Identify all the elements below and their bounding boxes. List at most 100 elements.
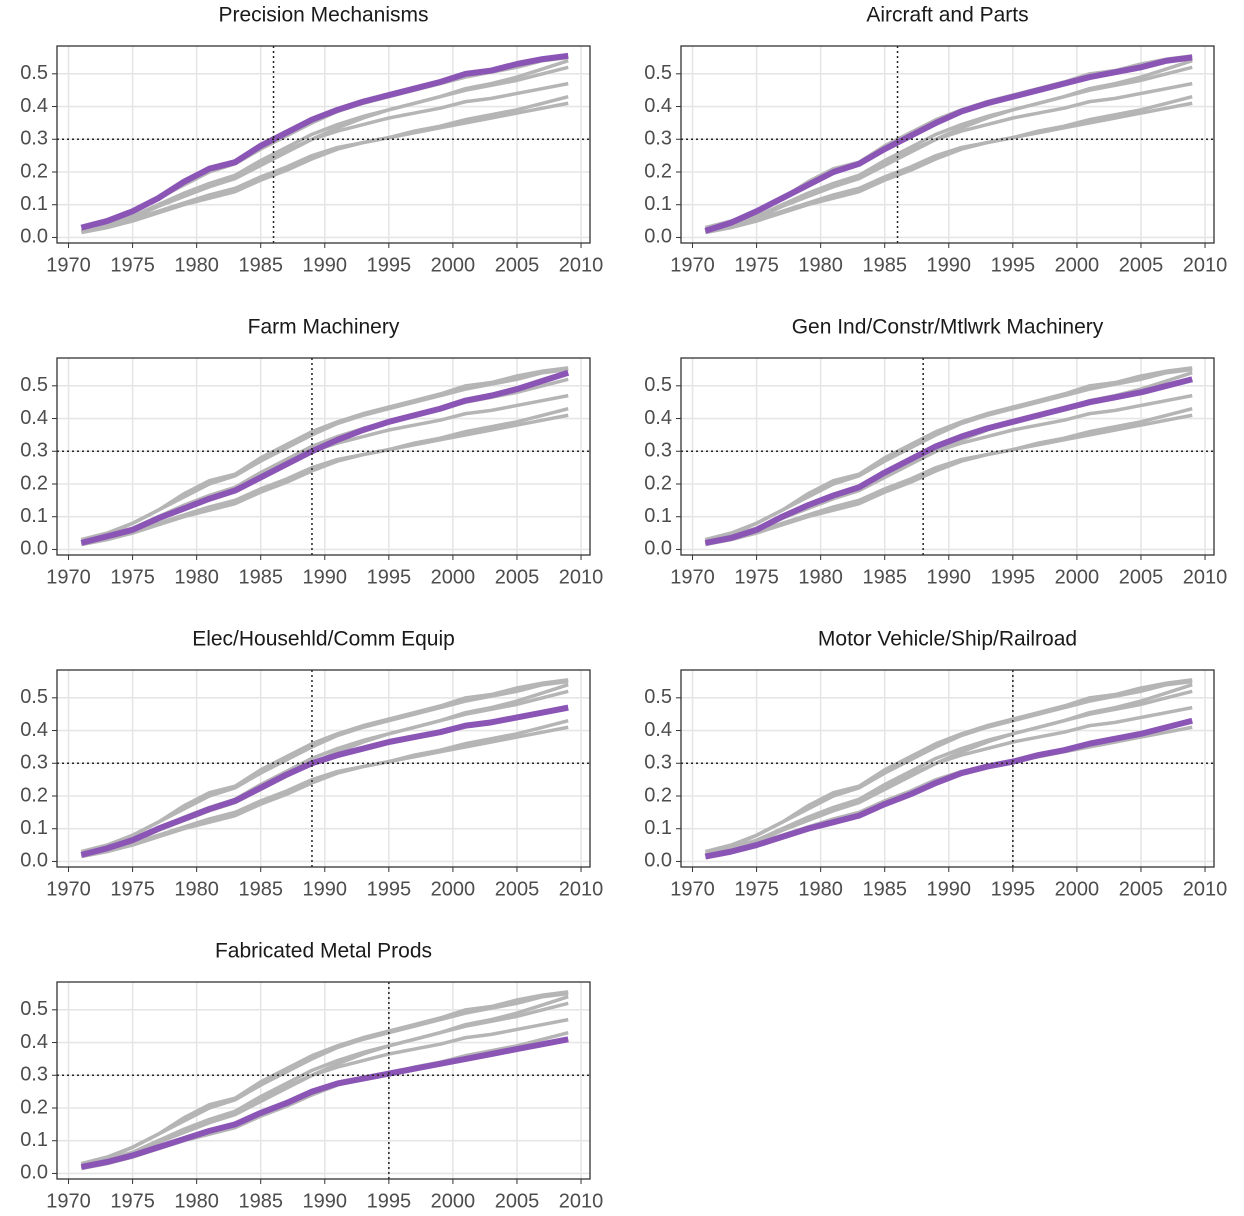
- x-tick-label: 1975: [110, 254, 155, 276]
- x-tick-label: 1995: [991, 566, 1036, 588]
- y-tick-label: 0.0: [644, 226, 672, 248]
- x-tick-label: 2010: [559, 254, 604, 276]
- panel: Elec/Househld/Comm Equip 0.0 0.1 0.2 0.3 0.4 0…: [20, 628, 603, 901]
- series-line: [80, 1017, 569, 1169]
- series-line: [80, 704, 569, 858]
- series-line: [705, 413, 1193, 545]
- panel-title: Motor Vehicle/Ship/Railroad: [818, 628, 1077, 651]
- x-tick-label: 2005: [1119, 878, 1164, 900]
- series-line: [80, 52, 569, 231]
- y-tick-label: 0.4: [20, 95, 48, 117]
- y-tick-label: 0.2: [644, 160, 672, 182]
- series-line: [81, 725, 569, 857]
- plot-frame: [680, 45, 1215, 244]
- y-tick-label: 0.4: [20, 407, 48, 429]
- x-tick-label: 1980: [174, 566, 219, 588]
- x-tick-label: 2000: [431, 1190, 476, 1212]
- x-tick-label: 1980: [798, 878, 843, 900]
- x-tick-label: 2005: [495, 878, 540, 900]
- x-tick-label: 1980: [174, 1190, 219, 1212]
- x-tick-label: 1990: [303, 878, 348, 900]
- y-tick-label: 0.1: [20, 1129, 48, 1151]
- series-line: [81, 101, 569, 233]
- x-tick-label: 1970: [46, 566, 91, 588]
- y-tick-label: 0.3: [644, 440, 672, 462]
- panel: Gen Ind/Constr/Mtlwrk Machinery 0.0 0.1 0.2…: [644, 316, 1227, 589]
- plot-frame: [680, 669, 1215, 868]
- y-tick-label: 0.0: [20, 850, 48, 872]
- panel: Precision Mechanisms 0.0 0.1 0.2 0.3 0.4 0.5 19…: [20, 4, 603, 277]
- x-tick-label: 1990: [303, 254, 348, 276]
- plot-frame: [680, 357, 1215, 556]
- series-line: [80, 679, 569, 857]
- x-tick-label: 1985: [238, 566, 283, 588]
- y-tick-label: 0.3: [20, 1064, 48, 1086]
- series-line: [704, 376, 1193, 546]
- plot-frame: [56, 669, 591, 868]
- y-tick-label: 0.5: [644, 374, 672, 396]
- x-tick-label: 1995: [367, 1190, 412, 1212]
- x-tick-label: 1980: [798, 566, 843, 588]
- series-line: [705, 101, 1193, 233]
- series-line: [80, 81, 569, 233]
- panel: Fabricated Metal Prods 0.0 0.1 0.2 0.3 0.4 0.5…: [20, 940, 603, 1213]
- y-tick-label: 0.2: [20, 784, 48, 806]
- x-tick-label: 1995: [367, 254, 412, 276]
- x-tick-label: 1970: [670, 566, 715, 588]
- x-tick-label: 1995: [367, 878, 412, 900]
- x-tick-label: 1985: [238, 1190, 283, 1212]
- plot-frame: [56, 357, 591, 556]
- y-tick-label: 0.5: [644, 62, 672, 84]
- panel: Aircraft and Parts 0.0 0.1 0.2 0.3 0.4 0.5 1970…: [644, 4, 1227, 277]
- panel-title: Elec/Househld/Comm Equip: [192, 628, 455, 651]
- y-tick-label: 0.0: [20, 538, 48, 560]
- series-line: [80, 369, 570, 546]
- x-tick-label: 1995: [367, 566, 412, 588]
- panel-title: Gen Ind/Constr/Mtlwrk Machinery: [792, 316, 1104, 339]
- y-tick-label: 0.5: [20, 686, 48, 708]
- x-tick-label: 1975: [110, 566, 155, 588]
- x-tick-label: 1990: [303, 1190, 348, 1212]
- y-tick-label: 0.5: [20, 62, 48, 84]
- plot-frame: [56, 981, 591, 1180]
- x-tick-label: 2005: [1119, 566, 1164, 588]
- y-tick-label: 0.3: [20, 752, 48, 774]
- series-line: [81, 413, 569, 545]
- series-line: [704, 54, 1193, 234]
- series-line: [704, 679, 1193, 857]
- y-tick-label: 0.2: [644, 472, 672, 494]
- y-tick-label: 0.1: [20, 505, 48, 527]
- x-tick-label: 1970: [670, 878, 715, 900]
- series-line: [704, 717, 1193, 860]
- x-tick-label: 2000: [431, 878, 476, 900]
- panel-title: Farm Machinery: [248, 316, 400, 339]
- y-tick-label: 0.4: [644, 719, 672, 741]
- x-tick-label: 1985: [238, 878, 283, 900]
- x-tick-label: 1980: [174, 878, 219, 900]
- series-line: [80, 367, 569, 545]
- y-tick-label: 0.1: [20, 193, 48, 215]
- x-tick-label: 2000: [431, 254, 476, 276]
- series-line: [704, 367, 1193, 545]
- x-tick-label: 1985: [862, 566, 907, 588]
- x-tick-label: 2000: [1055, 878, 1100, 900]
- y-tick-label: 0.4: [20, 1031, 48, 1053]
- panel: Farm Machinery 0.0 0.1 0.2 0.3 0.4 0.5 1970 1975…: [20, 316, 603, 589]
- panel: Motor Vehicle/Ship/Railroad 0.0 0.1 0.2 0.3 0…: [644, 628, 1227, 901]
- y-tick-label: 0.1: [644, 817, 672, 839]
- x-tick-label: 2010: [1183, 254, 1228, 276]
- y-tick-label: 0.2: [644, 784, 672, 806]
- x-tick-label: 1995: [991, 254, 1036, 276]
- x-tick-label: 1995: [991, 878, 1036, 900]
- y-tick-label: 0.2: [20, 1096, 48, 1118]
- x-tick-label: 1975: [734, 566, 779, 588]
- x-tick-label: 1975: [734, 254, 779, 276]
- x-tick-label: 2005: [495, 566, 540, 588]
- y-tick-label: 0.3: [20, 440, 48, 462]
- y-tick-label: 0.3: [644, 752, 672, 774]
- x-tick-label: 2005: [495, 1190, 540, 1212]
- y-tick-label: 0.3: [644, 128, 672, 150]
- x-tick-label: 2005: [495, 254, 540, 276]
- x-tick-label: 1970: [46, 254, 91, 276]
